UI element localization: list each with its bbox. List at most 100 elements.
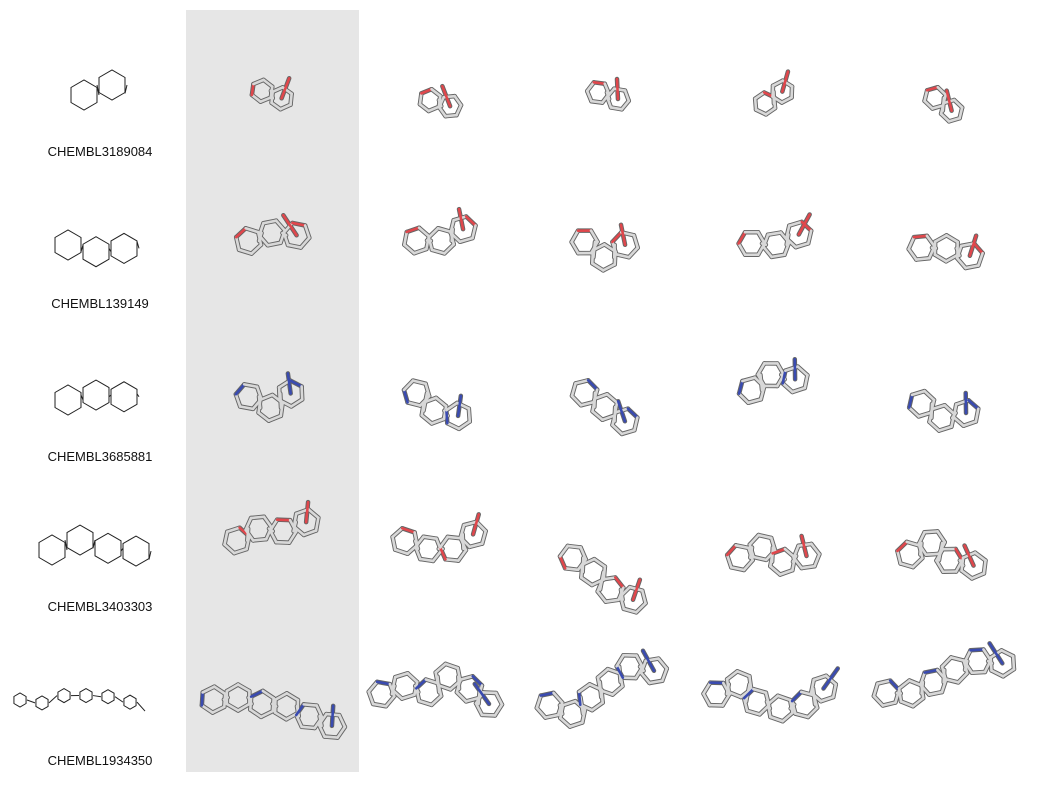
bond — [962, 558, 964, 571]
bond — [445, 559, 458, 560]
bond — [753, 689, 765, 693]
bond — [739, 394, 748, 403]
bond — [419, 228, 429, 237]
bond — [984, 560, 986, 573]
bond — [272, 92, 273, 103]
bond — [614, 89, 625, 91]
bond — [429, 228, 438, 237]
bond — [1013, 656, 1014, 669]
bond — [974, 243, 983, 253]
bond — [628, 409, 637, 418]
ring-2d — [83, 237, 109, 267]
ring-2d — [36, 696, 48, 710]
structure-2d — [55, 380, 139, 415]
ring-2d — [99, 70, 125, 100]
structure-3d — [404, 381, 470, 429]
bond — [404, 390, 408, 402]
bond — [924, 391, 934, 400]
structure-3d — [739, 359, 807, 402]
ring-2d — [111, 233, 137, 263]
bond — [792, 692, 801, 701]
bond-2d — [93, 696, 101, 697]
bond — [945, 405, 955, 414]
bond — [783, 383, 793, 392]
bond — [438, 228, 451, 232]
ring-2d — [71, 80, 97, 110]
bond — [795, 714, 808, 717]
bond — [276, 542, 289, 543]
bond — [914, 236, 927, 237]
molecule-label: CHEMBL3189084 — [48, 144, 153, 159]
bond — [446, 115, 457, 116]
structure-3d — [909, 391, 978, 431]
molecule-label: CHEMBL3403303 — [48, 599, 153, 614]
bond — [477, 522, 486, 531]
bond — [302, 727, 315, 728]
bond — [446, 410, 447, 423]
bond — [291, 94, 292, 105]
bond-2d — [49, 696, 57, 703]
structure-2d — [71, 70, 127, 110]
ring-2d — [102, 690, 114, 704]
bond — [742, 378, 755, 381]
ring-2d — [39, 535, 65, 565]
highlight-column — [186, 10, 359, 772]
structure-3d — [587, 79, 629, 109]
bond — [581, 565, 582, 578]
bond — [991, 658, 992, 671]
structure-3d — [572, 380, 637, 434]
bond — [469, 409, 470, 422]
bond — [404, 245, 414, 254]
bond — [568, 546, 581, 548]
bond — [202, 692, 203, 705]
bond — [483, 692, 496, 693]
structure-3d — [560, 546, 646, 612]
bond — [325, 737, 338, 738]
bond — [457, 692, 466, 701]
ring-2d — [111, 382, 137, 412]
ring-2d — [80, 689, 92, 703]
structure-3d — [897, 531, 985, 578]
bond — [624, 609, 637, 612]
structure-3d — [404, 209, 475, 253]
bond — [744, 560, 753, 570]
bond — [971, 649, 984, 650]
bond — [942, 657, 951, 666]
bond — [602, 578, 615, 580]
bond — [460, 676, 473, 679]
bond — [798, 367, 808, 376]
structure-3d — [925, 87, 963, 121]
bond — [482, 715, 495, 716]
bond — [444, 244, 453, 253]
bond — [634, 235, 638, 247]
bond — [925, 531, 938, 532]
bond — [432, 696, 442, 705]
bond — [565, 568, 578, 570]
bond — [482, 531, 485, 544]
bond — [404, 381, 413, 390]
structure-3d — [739, 215, 812, 257]
structure-2d — [14, 689, 145, 711]
structure-3d — [369, 664, 502, 716]
bond — [808, 708, 817, 717]
bond — [460, 238, 472, 242]
bond — [448, 537, 461, 538]
bond — [874, 684, 878, 696]
bond — [302, 386, 303, 399]
ring-2d — [58, 689, 70, 703]
bond — [750, 535, 759, 545]
bond — [897, 542, 906, 551]
bond — [252, 84, 254, 95]
bond — [727, 679, 729, 692]
bond — [612, 425, 621, 434]
bond — [899, 689, 901, 702]
bond — [420, 93, 421, 104]
ring-2d — [55, 230, 81, 260]
bond — [622, 430, 634, 434]
bond — [611, 107, 622, 109]
bond — [393, 528, 403, 537]
molecule-label: CHEMBL3685881 — [48, 449, 153, 464]
bond — [972, 672, 985, 673]
bond — [253, 539, 266, 540]
bond — [592, 250, 593, 263]
